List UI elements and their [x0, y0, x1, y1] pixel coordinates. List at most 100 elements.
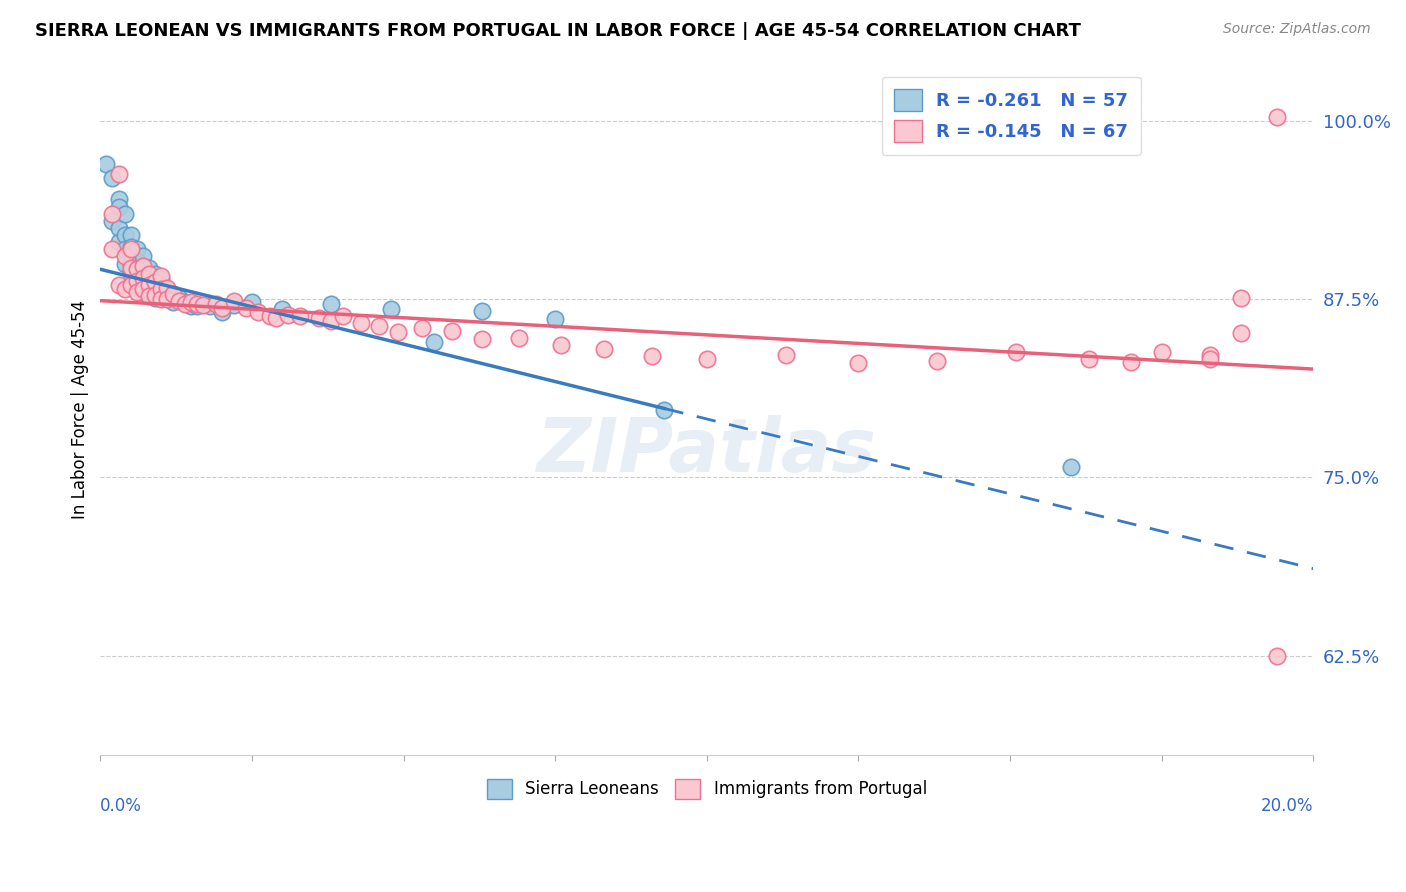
- Point: [1265, 648, 1288, 663]
- Point: [1077, 352, 1099, 367]
- Point: [125, 262, 148, 277]
- Point: [471, 303, 494, 318]
- Point: [120, 228, 142, 243]
- Point: [387, 325, 409, 339]
- Point: [271, 302, 294, 317]
- Point: [167, 291, 190, 305]
- Point: [332, 310, 354, 324]
- Point: [150, 291, 173, 305]
- Point: [167, 293, 190, 308]
- Y-axis label: In Labor Force | Age 45-54: In Labor Force | Age 45-54: [72, 301, 89, 519]
- Point: [641, 349, 664, 363]
- Point: [162, 286, 184, 301]
- Point: [125, 243, 148, 257]
- Legend: Sierra Leoneans, Immigrants from Portugal: Sierra Leoneans, Immigrants from Portuga…: [479, 772, 934, 805]
- Point: [368, 319, 391, 334]
- Point: [114, 257, 136, 271]
- Point: [107, 221, 129, 235]
- Point: [101, 243, 124, 257]
- Text: ZIPatlas: ZIPatlas: [537, 415, 877, 488]
- Point: [211, 301, 233, 315]
- Point: [247, 305, 270, 319]
- Point: [264, 310, 287, 325]
- Point: [150, 292, 173, 306]
- Point: [132, 285, 155, 299]
- Point: [143, 291, 166, 305]
- Point: [132, 271, 155, 285]
- Point: [186, 299, 208, 313]
- Point: [114, 243, 136, 257]
- Point: [222, 298, 245, 312]
- Point: [132, 260, 155, 274]
- Point: [222, 293, 245, 308]
- Point: [120, 264, 142, 278]
- Point: [654, 403, 676, 417]
- Point: [114, 250, 136, 264]
- Point: [471, 332, 494, 346]
- Point: [150, 272, 173, 286]
- Point: [125, 272, 148, 286]
- Point: [1199, 348, 1222, 362]
- Point: [1121, 355, 1143, 369]
- Text: SIERRA LEONEAN VS IMMIGRANTS FROM PORTUGAL IN LABOR FORCE | AGE 45-54 CORRELATIO: SIERRA LEONEAN VS IMMIGRANTS FROM PORTUG…: [35, 22, 1081, 40]
- Point: [125, 262, 148, 277]
- Point: [848, 356, 870, 370]
- Point: [162, 286, 184, 301]
- Point: [120, 243, 142, 257]
- Point: [411, 320, 433, 334]
- Point: [277, 308, 299, 322]
- Point: [138, 289, 160, 303]
- Point: [101, 214, 124, 228]
- Point: [319, 313, 342, 327]
- Point: [132, 250, 155, 264]
- Point: [174, 295, 197, 310]
- Point: [180, 299, 202, 313]
- Point: [1199, 352, 1222, 367]
- Point: [156, 282, 179, 296]
- Point: [544, 312, 567, 326]
- Text: 20.0%: 20.0%: [1261, 797, 1313, 814]
- Point: [156, 291, 179, 305]
- Point: [132, 269, 155, 284]
- Point: [259, 310, 281, 324]
- Point: [150, 281, 173, 295]
- Point: [132, 282, 155, 296]
- Text: 0.0%: 0.0%: [100, 797, 142, 814]
- Point: [138, 271, 160, 285]
- Point: [132, 277, 155, 291]
- Point: [156, 281, 179, 295]
- Point: [235, 301, 257, 315]
- Point: [1229, 326, 1251, 341]
- Point: [125, 285, 148, 299]
- Point: [114, 228, 136, 243]
- Point: [114, 207, 136, 221]
- Point: [775, 348, 797, 362]
- Text: Source: ZipAtlas.com: Source: ZipAtlas.com: [1223, 22, 1371, 37]
- Point: [125, 253, 148, 268]
- Point: [107, 167, 129, 181]
- Point: [143, 288, 166, 302]
- Point: [107, 200, 129, 214]
- Point: [120, 260, 142, 275]
- Point: [143, 282, 166, 296]
- Point: [174, 296, 197, 310]
- Point: [96, 157, 118, 171]
- Point: [592, 342, 614, 356]
- Point: [143, 275, 166, 289]
- Point: [211, 305, 233, 319]
- Point: [423, 334, 446, 349]
- Point: [1265, 110, 1288, 124]
- Point: [308, 310, 330, 325]
- Point: [319, 296, 342, 310]
- Point: [101, 207, 124, 221]
- Point: [550, 338, 572, 352]
- Point: [120, 277, 142, 292]
- Point: [198, 299, 221, 313]
- Point: [120, 239, 142, 253]
- Point: [508, 331, 530, 345]
- Point: [380, 302, 402, 317]
- Point: [150, 282, 173, 296]
- Point: [120, 274, 142, 288]
- Point: [138, 279, 160, 293]
- Point: [180, 295, 202, 310]
